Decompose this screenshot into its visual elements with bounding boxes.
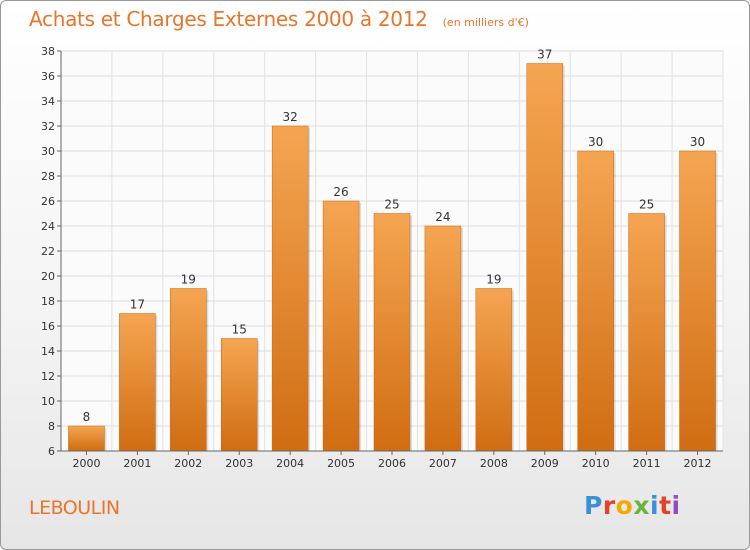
- x-tick-label: 2001: [123, 457, 151, 470]
- x-tick-label: 2012: [684, 457, 712, 470]
- y-tick-label: 32: [41, 120, 55, 133]
- y-tick-label: 34: [41, 95, 55, 108]
- y-tick-label: 30: [41, 145, 55, 158]
- y-tick-label: 28: [41, 170, 55, 183]
- bar-value-label: 19: [486, 273, 501, 287]
- x-tick-label: 2004: [276, 457, 304, 470]
- y-tick-label: 22: [41, 245, 55, 258]
- bars: [68, 63, 718, 452]
- axes: 6 8 10 12 14 16 18 20 22 24 26 28 30 32 34 36 38 2000 2001…: [41, 45, 723, 470]
- bar-2003: [220, 338, 258, 452]
- x-tick-label: 2011: [633, 457, 661, 470]
- bar-2007: [424, 225, 462, 452]
- x-tick-label: 2003: [225, 457, 253, 470]
- x-tick-label: 2009: [531, 457, 559, 470]
- logo-letter: P: [584, 491, 603, 520]
- title-row: Achats et Charges Externes 2000 à 2012 (…: [29, 7, 529, 31]
- bar-2000: [68, 425, 105, 452]
- x-tick-label: 2010: [582, 457, 610, 470]
- logo-letter: r: [602, 491, 616, 520]
- bar-2002: [170, 288, 207, 452]
- y-tick-label: 12: [41, 370, 55, 383]
- bar-2011: [628, 213, 665, 452]
- bar-2010: [577, 150, 614, 452]
- y-tick-label: 6: [48, 445, 55, 458]
- bar-value-label: 24: [435, 210, 450, 224]
- bar-value-label: 32: [283, 110, 298, 124]
- bar-2005: [322, 200, 360, 452]
- bar-2012: [679, 150, 716, 452]
- x-tick-label: 2007: [429, 457, 457, 470]
- bar-value-label: 15: [232, 323, 247, 337]
- x-tick-label: 2005: [327, 457, 355, 470]
- chart-title: Achats et Charges Externes 2000 à 2012: [29, 7, 428, 31]
- y-tick-label: 8: [48, 420, 55, 433]
- logo-letter: i: [650, 491, 660, 520]
- x-tick-label: 2008: [480, 457, 508, 470]
- bar-value-label: 37: [537, 48, 552, 62]
- x-tick-label: 2002: [174, 457, 202, 470]
- bar-2001: [119, 313, 156, 452]
- bar-value-label: 30: [690, 135, 705, 149]
- y-tick-label: 14: [41, 345, 55, 358]
- bar-2008: [475, 288, 513, 452]
- chart-subtitle: (en milliers d'€): [442, 16, 529, 29]
- logo-letter: t: [659, 491, 672, 520]
- bar-2006: [373, 213, 411, 452]
- y-tick-label: 24: [41, 220, 55, 233]
- bar-value-label: 25: [384, 198, 399, 212]
- y-tick-label: 16: [41, 320, 55, 333]
- y-tick-label: 36: [41, 70, 55, 83]
- y-tick-label: 38: [41, 45, 55, 58]
- bar-value-label: 25: [639, 198, 654, 212]
- logo-letter: x: [633, 491, 650, 520]
- bar-value-label: 26: [333, 185, 348, 199]
- bar-value-label: 30: [588, 135, 603, 149]
- x-tick-label: 2000: [72, 457, 100, 470]
- logo-letter: o: [615, 491, 634, 520]
- y-tick-label: 20: [41, 270, 55, 283]
- y-tick-label: 26: [41, 195, 55, 208]
- y-tick-label: 10: [41, 395, 55, 408]
- bar-2004: [271, 125, 309, 452]
- logo-letter: i: [671, 491, 681, 520]
- bar-value-label: 19: [181, 273, 196, 287]
- proxiti-logo: Proxiti: [584, 491, 681, 520]
- y-tick-label: 18: [41, 295, 55, 308]
- bar-2009: [526, 63, 564, 452]
- x-tick-label: 2006: [378, 457, 406, 470]
- commune-name: LEBOULIN: [29, 497, 120, 519]
- bar-value-label: 8: [83, 410, 91, 424]
- bar-value-labels: 8 17 19 15 32 26 25 24 19 37 30 25 30: [83, 48, 706, 425]
- bar-value-label: 17: [130, 298, 145, 312]
